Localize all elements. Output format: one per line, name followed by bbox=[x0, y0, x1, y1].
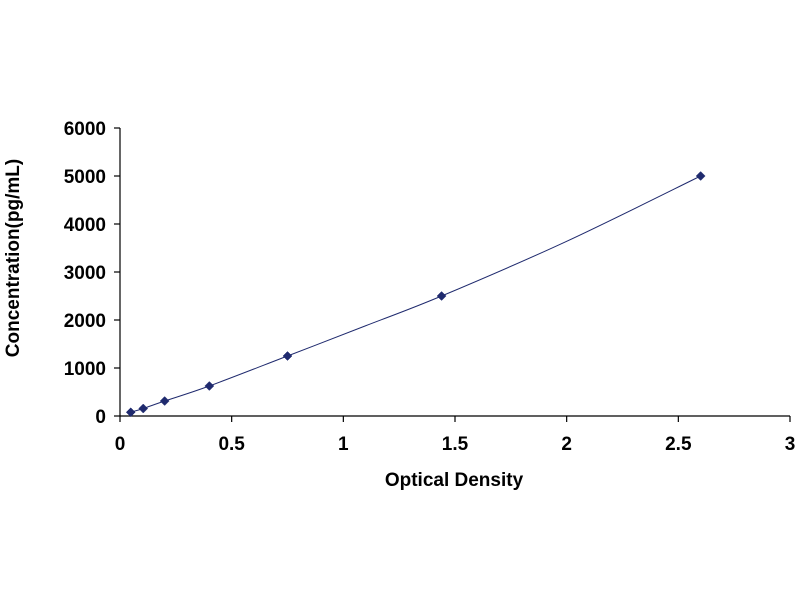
x-axis: 0 0.5 1 1.5 2 2.5 3 bbox=[115, 415, 796, 455]
data-point bbox=[125, 407, 136, 418]
data-point bbox=[436, 291, 447, 301]
x-tick-label: 0.5 bbox=[218, 434, 245, 455]
data-point bbox=[159, 396, 170, 406]
y-tick-label: 2000 bbox=[64, 311, 106, 332]
data-point bbox=[695, 171, 706, 181]
data-point bbox=[138, 403, 149, 414]
x-tick-label: 0 bbox=[115, 434, 126, 455]
x-axis-title: Optical Density bbox=[385, 470, 524, 491]
x-tick-label: 3 bbox=[785, 434, 796, 455]
fit-curve-line bbox=[130, 175, 701, 413]
x-tick-label: 1 bbox=[338, 434, 349, 455]
data-point bbox=[204, 381, 215, 391]
y-tick-label: 5000 bbox=[64, 167, 106, 188]
data-point bbox=[282, 351, 293, 361]
x-tick-label: 1.5 bbox=[442, 434, 469, 455]
y-tick-label: 0 bbox=[95, 407, 106, 428]
y-tick-label: 1000 bbox=[64, 359, 106, 380]
x-tick-label: 2 bbox=[561, 434, 572, 455]
data-points bbox=[125, 171, 706, 418]
y-axis-title: Concentration(pg/mL) bbox=[3, 159, 24, 357]
y-tick-label: 4000 bbox=[64, 215, 106, 236]
x-tick-label: 2.5 bbox=[665, 434, 692, 455]
y-axis: 0 1000 2000 3000 4000 5000 6000 bbox=[64, 119, 121, 428]
y-tick-label: 6000 bbox=[64, 119, 106, 140]
y-tick-label: 3000 bbox=[64, 263, 106, 284]
